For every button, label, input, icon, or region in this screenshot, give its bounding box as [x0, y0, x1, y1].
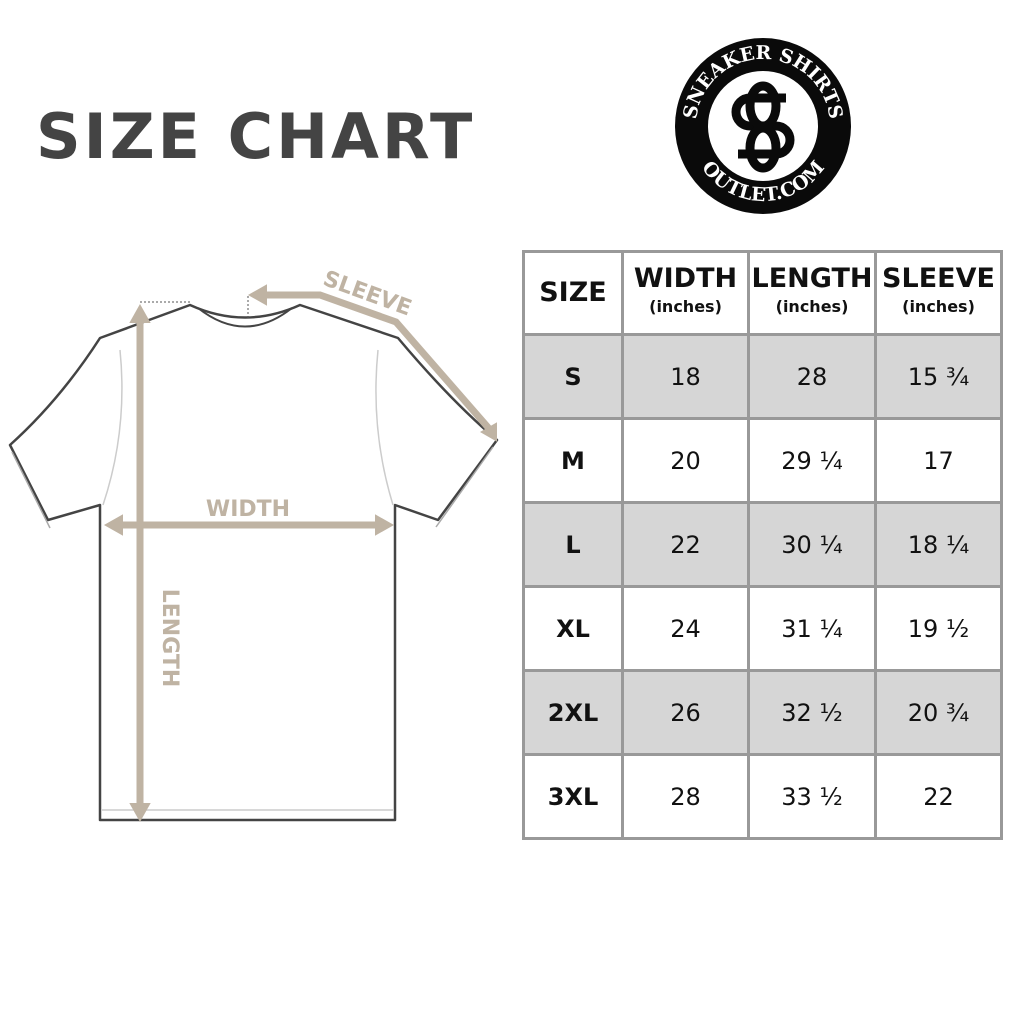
length-cell: 32 ½ [747, 669, 877, 756]
sleeve-arrow [258, 291, 496, 436]
page-title: SIZE CHART [36, 100, 476, 173]
sleeve-cell: 18 ¼ [874, 501, 1003, 588]
brand-logo: SNEAKER SHIRTS OUTLET.COM [675, 38, 851, 214]
header-length: LENGTH (inches) [747, 250, 877, 336]
size-table: SIZE WIDTH (inches) LENGTH (inches) SLEEVE… [522, 250, 1003, 840]
width-cell: 22 [621, 501, 750, 588]
shirt-outline [8, 303, 499, 822]
monogram-icon [731, 81, 795, 173]
size-cell: 3XL [522, 753, 624, 840]
width-label: WIDTH [206, 497, 290, 522]
length-cell: 30 ¼ [747, 501, 877, 588]
sleeve-cell: 22 [874, 753, 1003, 840]
table-row: L 22 30 ¼ 18 ¼ [522, 501, 1003, 588]
width-cell: 18 [621, 333, 750, 420]
length-cell: 31 ¼ [747, 585, 877, 672]
length-cell: 29 ¼ [747, 417, 877, 504]
width-cell: 28 [621, 753, 750, 840]
sleeve-cell: 17 [874, 417, 1003, 504]
header-width: WIDTH (inches) [621, 250, 750, 336]
width-cell: 20 [621, 417, 750, 504]
table-row: 2XL 26 32 ½ 20 ¾ [522, 669, 1003, 756]
table-row: XL 24 31 ¼ 19 ½ [522, 585, 1003, 672]
length-cell: 33 ½ [747, 753, 877, 840]
length-cell: 28 [747, 333, 877, 420]
sleeve-cell: 20 ¾ [874, 669, 1003, 756]
table-header-row: SIZE WIDTH (inches) LENGTH (inches) SLEEVE… [522, 250, 1003, 336]
size-cell: S [522, 333, 624, 420]
table-row: M 20 29 ¼ 17 [522, 417, 1003, 504]
size-cell: L [522, 501, 624, 588]
width-cell: 26 [621, 669, 750, 756]
tshirt-diagram: SLEEVE WIDTH LENGTH [8, 266, 499, 823]
size-cell: XL [522, 585, 624, 672]
size-cell: M [522, 417, 624, 504]
table-row: 3XL 28 33 ½ 22 [522, 753, 1003, 840]
header-size: SIZE [522, 250, 624, 336]
sleeve-cell: 15 ¾ [874, 333, 1003, 420]
length-label: LENGTH [157, 589, 182, 688]
header-sleeve: SLEEVE (inches) [874, 250, 1003, 336]
sleeve-cell: 19 ½ [874, 585, 1003, 672]
width-cell: 24 [621, 585, 750, 672]
table-row: S 18 28 15 ¾ [522, 333, 1003, 420]
size-cell: 2XL [522, 669, 624, 756]
